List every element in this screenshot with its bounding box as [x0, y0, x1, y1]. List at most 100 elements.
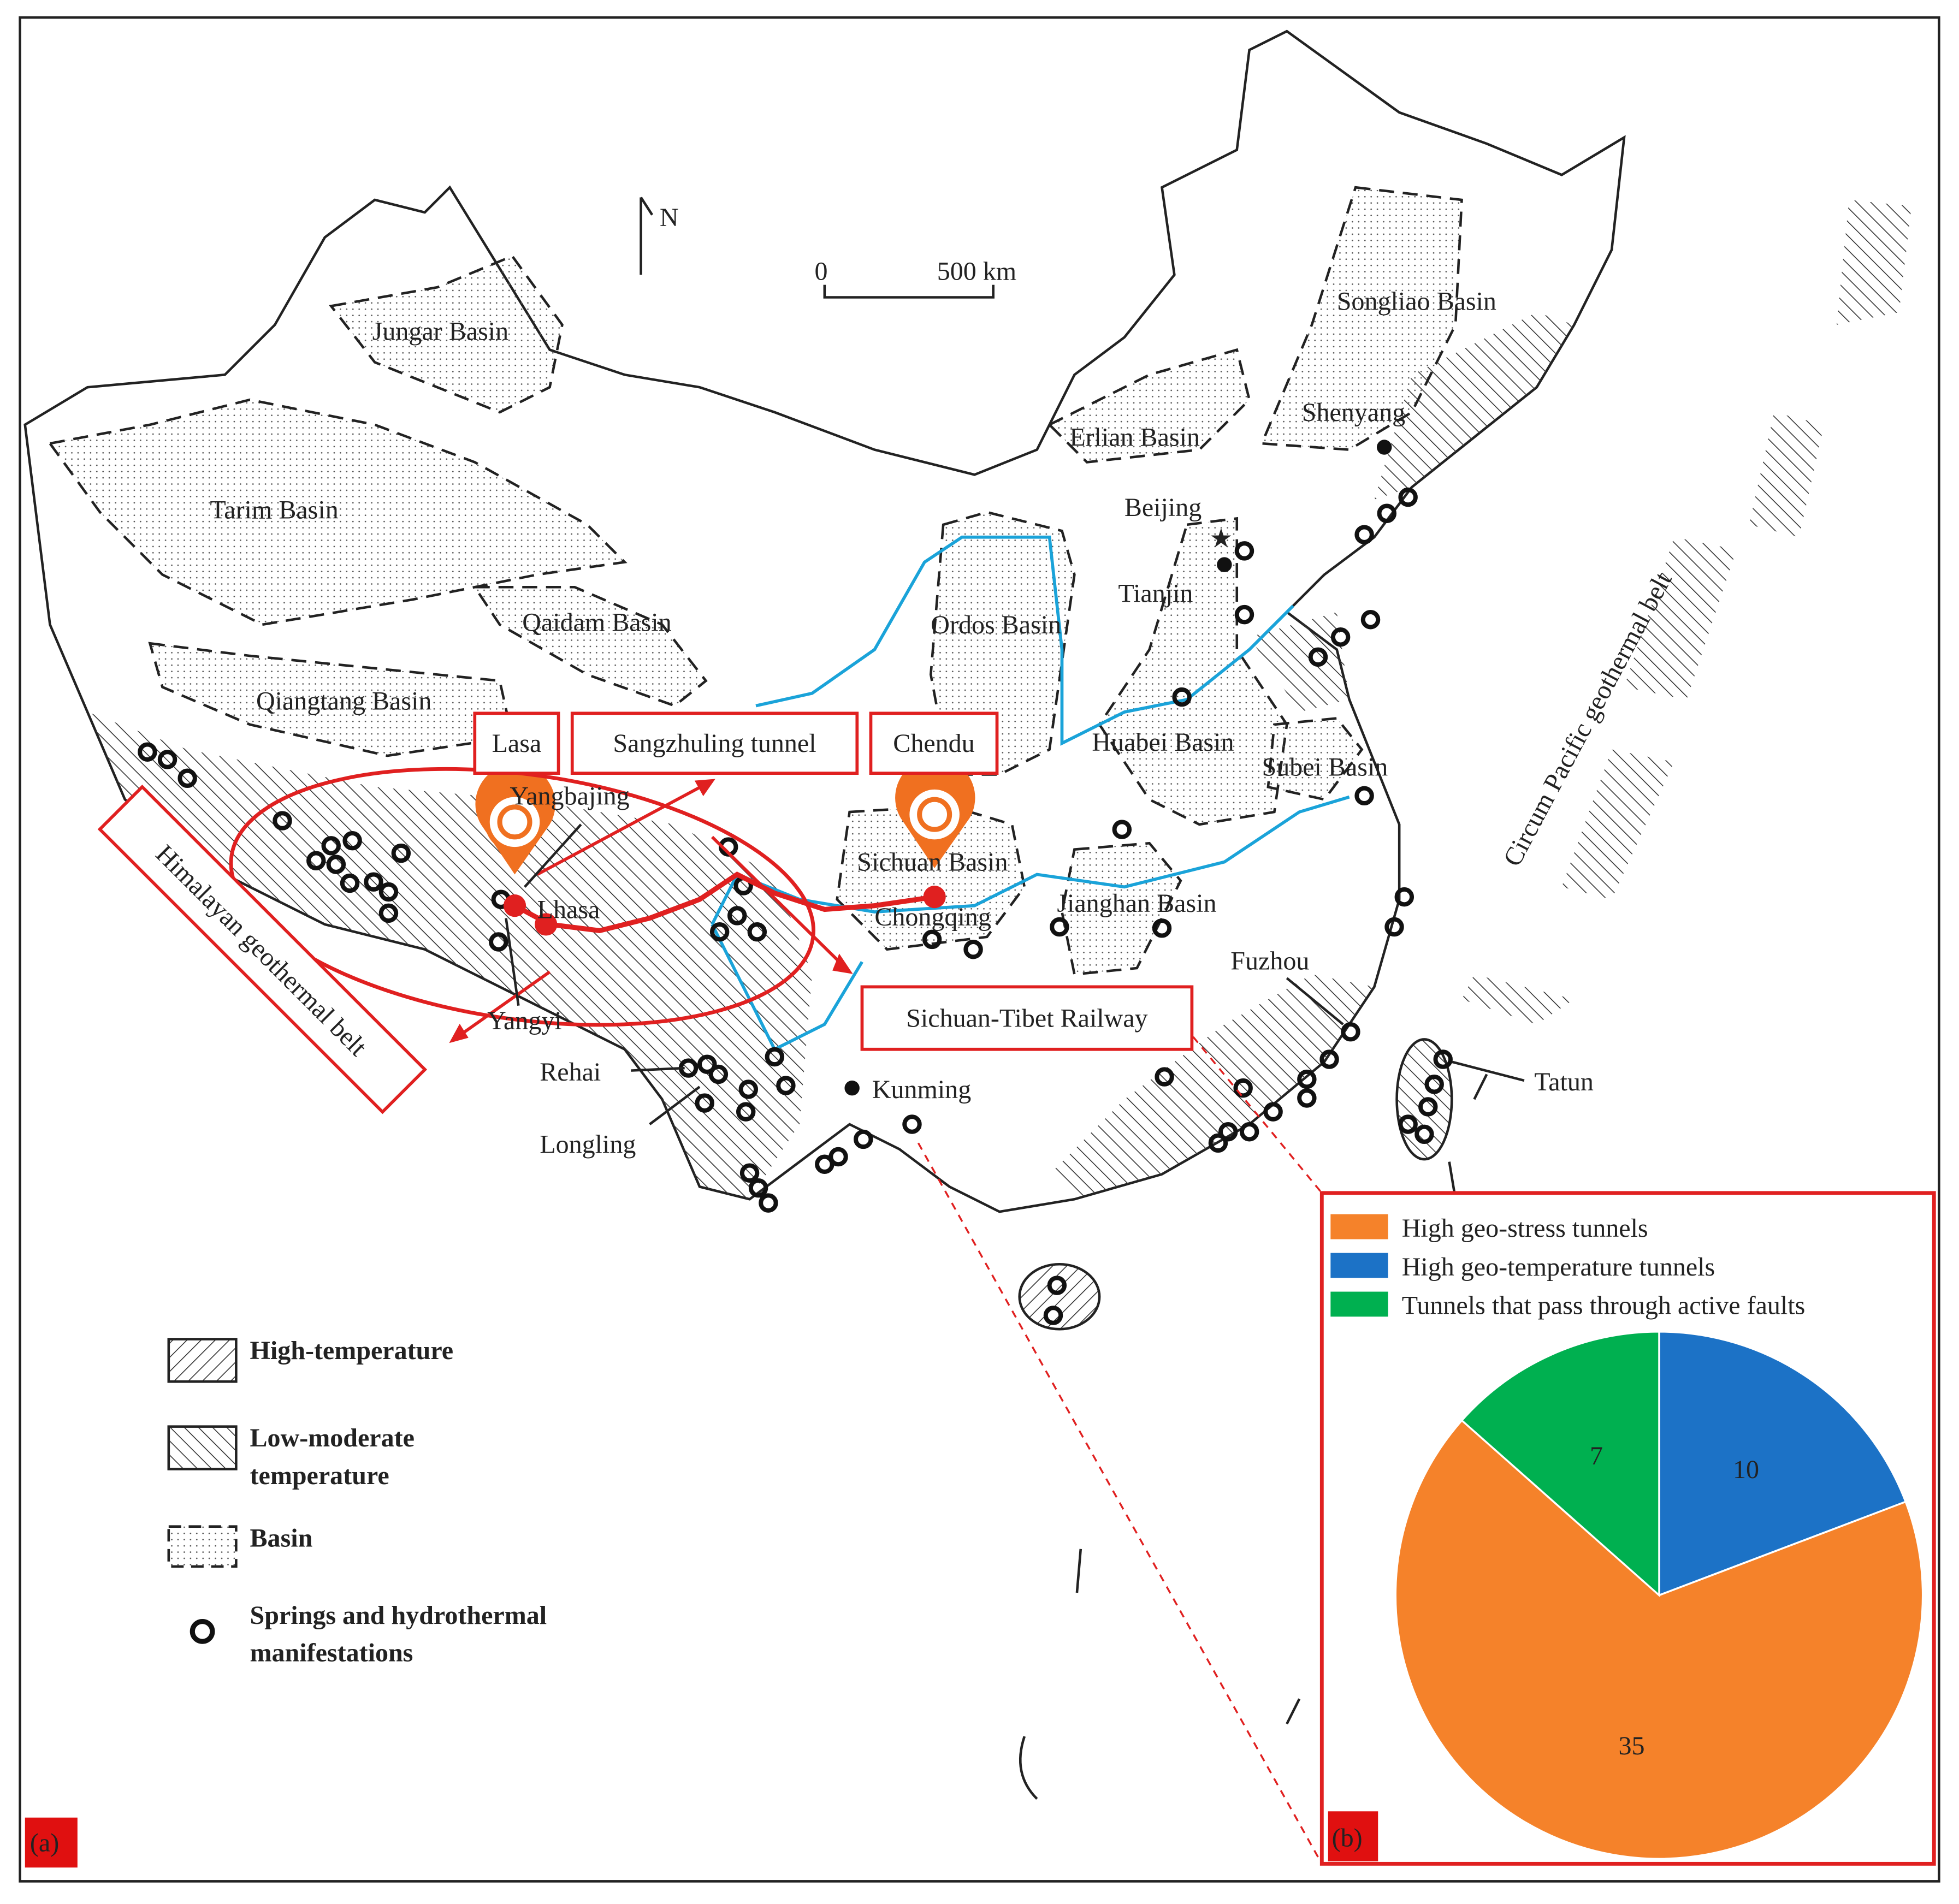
map-label: Sichuan Basin — [857, 848, 1008, 877]
spring — [736, 1102, 756, 1122]
spring — [489, 932, 508, 952]
spring — [1050, 917, 1069, 937]
legend-swatch — [167, 1425, 238, 1470]
map-label: Yangbajing — [510, 781, 629, 810]
callout-box — [473, 711, 560, 775]
spring — [1384, 917, 1404, 937]
spring — [1424, 1075, 1444, 1094]
map-label: Huabei Basin — [1092, 728, 1234, 757]
legend-label: Springs and hydrothermal — [250, 1601, 547, 1630]
callout-label: Lasa — [492, 729, 542, 758]
hatch-east — [1049, 974, 1375, 1200]
pins — [475, 757, 975, 875]
callout-box — [570, 711, 859, 775]
railway — [503, 871, 946, 936]
map-label: Subei Basin — [1262, 753, 1388, 782]
north-arrow — [640, 197, 654, 275]
pie-slice — [1394, 1419, 1924, 1860]
legend-label: Tunnels that pass through active faults — [1402, 1291, 1806, 1320]
map-label: Shenyang — [1302, 398, 1405, 427]
callout-label: Chendu — [893, 729, 974, 758]
map-label: Songliao Basin — [1337, 287, 1496, 316]
callout-label: Sangzhuling tunnel — [613, 729, 816, 758]
legend-swatch — [1330, 1253, 1388, 1278]
spring — [765, 1047, 785, 1067]
spring — [1234, 541, 1254, 561]
map-label: Jungar Basin — [372, 317, 508, 346]
spring — [738, 1079, 759, 1099]
spring — [776, 1076, 796, 1095]
map-legend: High-temperature Low-moderate temperature B… — [167, 1336, 547, 1668]
map-label: Erlian Basin — [1069, 423, 1200, 452]
map-label: Ordos Basin — [931, 610, 1061, 639]
spring — [378, 903, 399, 923]
legend-label: High geo-stress tunnels — [1402, 1214, 1648, 1243]
map-label: Chongqing — [874, 903, 991, 932]
pie-value-label: 7 — [1590, 1442, 1603, 1470]
legend-swatch — [190, 1618, 215, 1644]
spring — [739, 1163, 760, 1183]
belt-hatch — [1461, 200, 1912, 1024]
callout-label: Sichuan-Tibet Railway — [906, 1004, 1147, 1033]
legend-label: Basin — [250, 1523, 313, 1552]
spring — [1263, 1102, 1283, 1122]
spring — [1433, 1049, 1453, 1069]
spring — [321, 836, 341, 856]
spring — [1047, 1276, 1067, 1295]
map-label: Rehai — [540, 1058, 601, 1087]
pie-slice — [1658, 1331, 1907, 1597]
spring — [697, 1054, 717, 1074]
leaders — [505, 823, 1525, 1125]
spring — [1297, 1088, 1317, 1108]
scale-label: 0 — [815, 257, 828, 286]
spring — [1297, 1069, 1317, 1089]
spring — [1360, 610, 1381, 630]
map-label: Yangyi — [487, 1006, 562, 1035]
spring — [177, 768, 197, 788]
map: ★ — [23, 29, 1912, 1800]
pie-value-label: 10 — [1733, 1455, 1759, 1484]
spring — [306, 851, 326, 871]
spring — [391, 843, 411, 863]
legend-swatch — [167, 1525, 238, 1568]
spring — [378, 882, 399, 902]
legend-label: High-temperature — [250, 1336, 454, 1365]
panel-label: (a) — [30, 1828, 59, 1857]
spring — [708, 1064, 729, 1084]
legend-swatch — [1330, 1214, 1388, 1239]
spring — [1234, 604, 1254, 625]
spring — [922, 929, 942, 950]
spring — [1414, 1124, 1434, 1144]
city-dots — [844, 440, 1392, 1096]
spring — [902, 1114, 922, 1134]
spring — [1155, 1067, 1174, 1087]
map-label: Lhasa — [537, 895, 600, 924]
scale-label: 500 km — [937, 257, 1016, 286]
legend-label: temperature — [250, 1461, 389, 1490]
legend-swatch — [1330, 1291, 1388, 1317]
spring — [157, 750, 177, 769]
callout-box — [869, 711, 999, 775]
spring — [1354, 525, 1374, 544]
spring — [1319, 1049, 1339, 1069]
spring — [1394, 887, 1414, 907]
panel-badge — [1328, 1811, 1378, 1861]
spring — [727, 906, 747, 926]
spring — [1308, 647, 1328, 667]
spring — [138, 742, 157, 762]
scale-bar — [823, 284, 995, 299]
spring — [747, 922, 767, 942]
hatch-himalaya — [87, 712, 812, 1200]
spring — [1330, 627, 1351, 647]
map-label: Qaidam Basin — [522, 608, 671, 637]
spring — [854, 1129, 873, 1149]
pie-slice — [1460, 1331, 1660, 1598]
panel-label: (b) — [1332, 1823, 1363, 1852]
spring — [1233, 1078, 1253, 1098]
spring — [815, 1154, 835, 1174]
spring — [1152, 918, 1172, 938]
map-label: Fuzhou — [1230, 946, 1309, 975]
map-label: Beijing — [1124, 493, 1202, 522]
legend-label: manifestations — [250, 1639, 413, 1668]
